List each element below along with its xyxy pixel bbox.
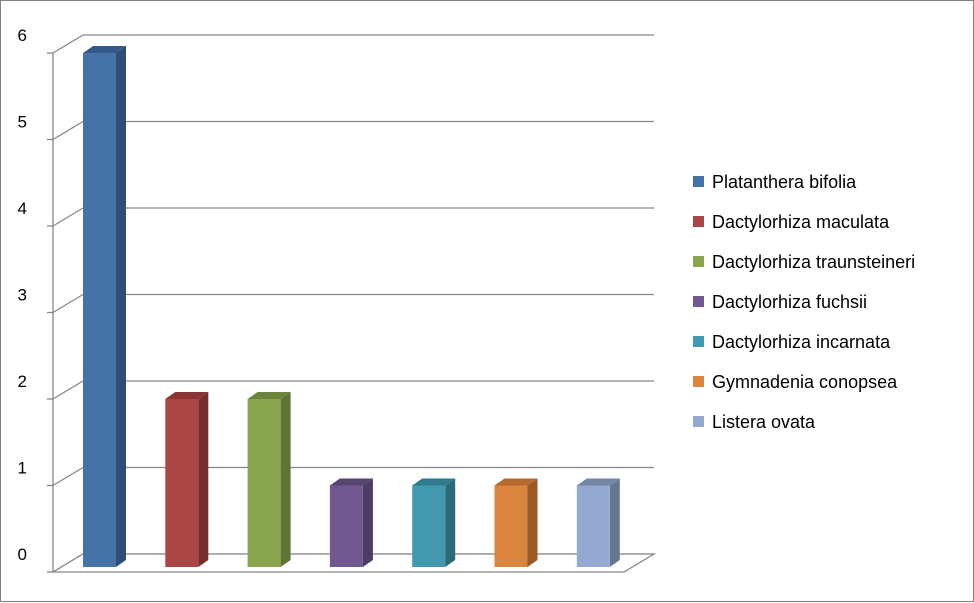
legend-item: Dactylorhiza fuchsii <box>693 292 867 312</box>
bar-top <box>494 478 538 486</box>
bar-side <box>527 478 538 567</box>
side-wall-line <box>52 207 84 227</box>
legend-item: Platanthera bifolia <box>693 172 857 192</box>
legend-label: Platanthera bifolia <box>712 172 857 192</box>
legend-label: Dactylorhiza maculata <box>712 212 890 232</box>
side-wall-line <box>52 120 84 141</box>
bar <box>329 478 373 567</box>
legend-label: Listera ovata <box>712 412 816 432</box>
side-wall-line <box>52 34 84 54</box>
bar-side <box>609 478 620 567</box>
bar-front <box>576 485 610 567</box>
y-tick-label: 3 <box>18 286 27 305</box>
bar-front <box>329 485 363 567</box>
bar <box>83 46 126 567</box>
legend-swatch <box>693 296 704 307</box>
y-tick-label: 0 <box>18 545 27 564</box>
bars <box>83 46 620 567</box>
bar-top <box>165 392 209 399</box>
bar <box>576 478 620 567</box>
side-wall-line <box>52 380 84 400</box>
bar-front <box>83 53 116 567</box>
y-tick-label: 6 <box>18 26 27 45</box>
bar <box>165 392 209 567</box>
bar-top <box>329 478 373 486</box>
legend-label: Dactylorhiza fuchsii <box>712 292 867 312</box>
bar-side <box>116 46 126 567</box>
legend-label: Dactylorhiza traunsteineri <box>712 252 915 272</box>
bar-side <box>280 392 291 567</box>
bar <box>412 478 456 567</box>
bar-front <box>412 485 446 567</box>
y-tick-label: 1 <box>18 459 27 478</box>
legend-swatch <box>693 176 704 187</box>
bar <box>247 392 291 567</box>
bar <box>494 478 538 567</box>
legend-swatch <box>693 216 704 227</box>
y-tick-label: 4 <box>18 199 27 218</box>
legend-item: Dactylorhiza incarnata <box>693 332 891 352</box>
bar-top <box>83 46 126 53</box>
legend-swatch <box>693 336 704 347</box>
legend-label: Gymnadenia conopsea <box>712 372 898 392</box>
legend-item: Dactylorhiza traunsteineri <box>693 252 915 272</box>
legend: Platanthera bifolia Dactylorhiza maculata… <box>693 172 915 432</box>
side-wall-line <box>52 466 84 487</box>
y-tick-label: 2 <box>18 372 27 391</box>
legend-swatch <box>693 256 704 267</box>
y-axis: 0 1 2 3 4 5 6 <box>18 26 54 573</box>
bar-top <box>412 478 456 486</box>
legend-swatch <box>693 416 704 427</box>
bar-side <box>198 392 209 567</box>
legend-item: Dactylorhiza maculata <box>693 212 890 232</box>
y-tick-label: 5 <box>18 113 27 132</box>
bar-side <box>362 478 373 567</box>
legend-swatch <box>693 376 704 387</box>
side-wall-line <box>52 293 84 314</box>
legend-item: Listera ovata <box>693 412 816 432</box>
bar-front <box>165 399 199 567</box>
legend-item: Gymnadenia conopsea <box>693 372 898 392</box>
bar-front <box>247 399 281 567</box>
bar-top <box>576 478 620 486</box>
bar-top <box>247 392 291 399</box>
bar-side <box>445 478 456 567</box>
legend-label: Dactylorhiza incarnata <box>712 332 891 352</box>
bar-front <box>494 485 528 567</box>
